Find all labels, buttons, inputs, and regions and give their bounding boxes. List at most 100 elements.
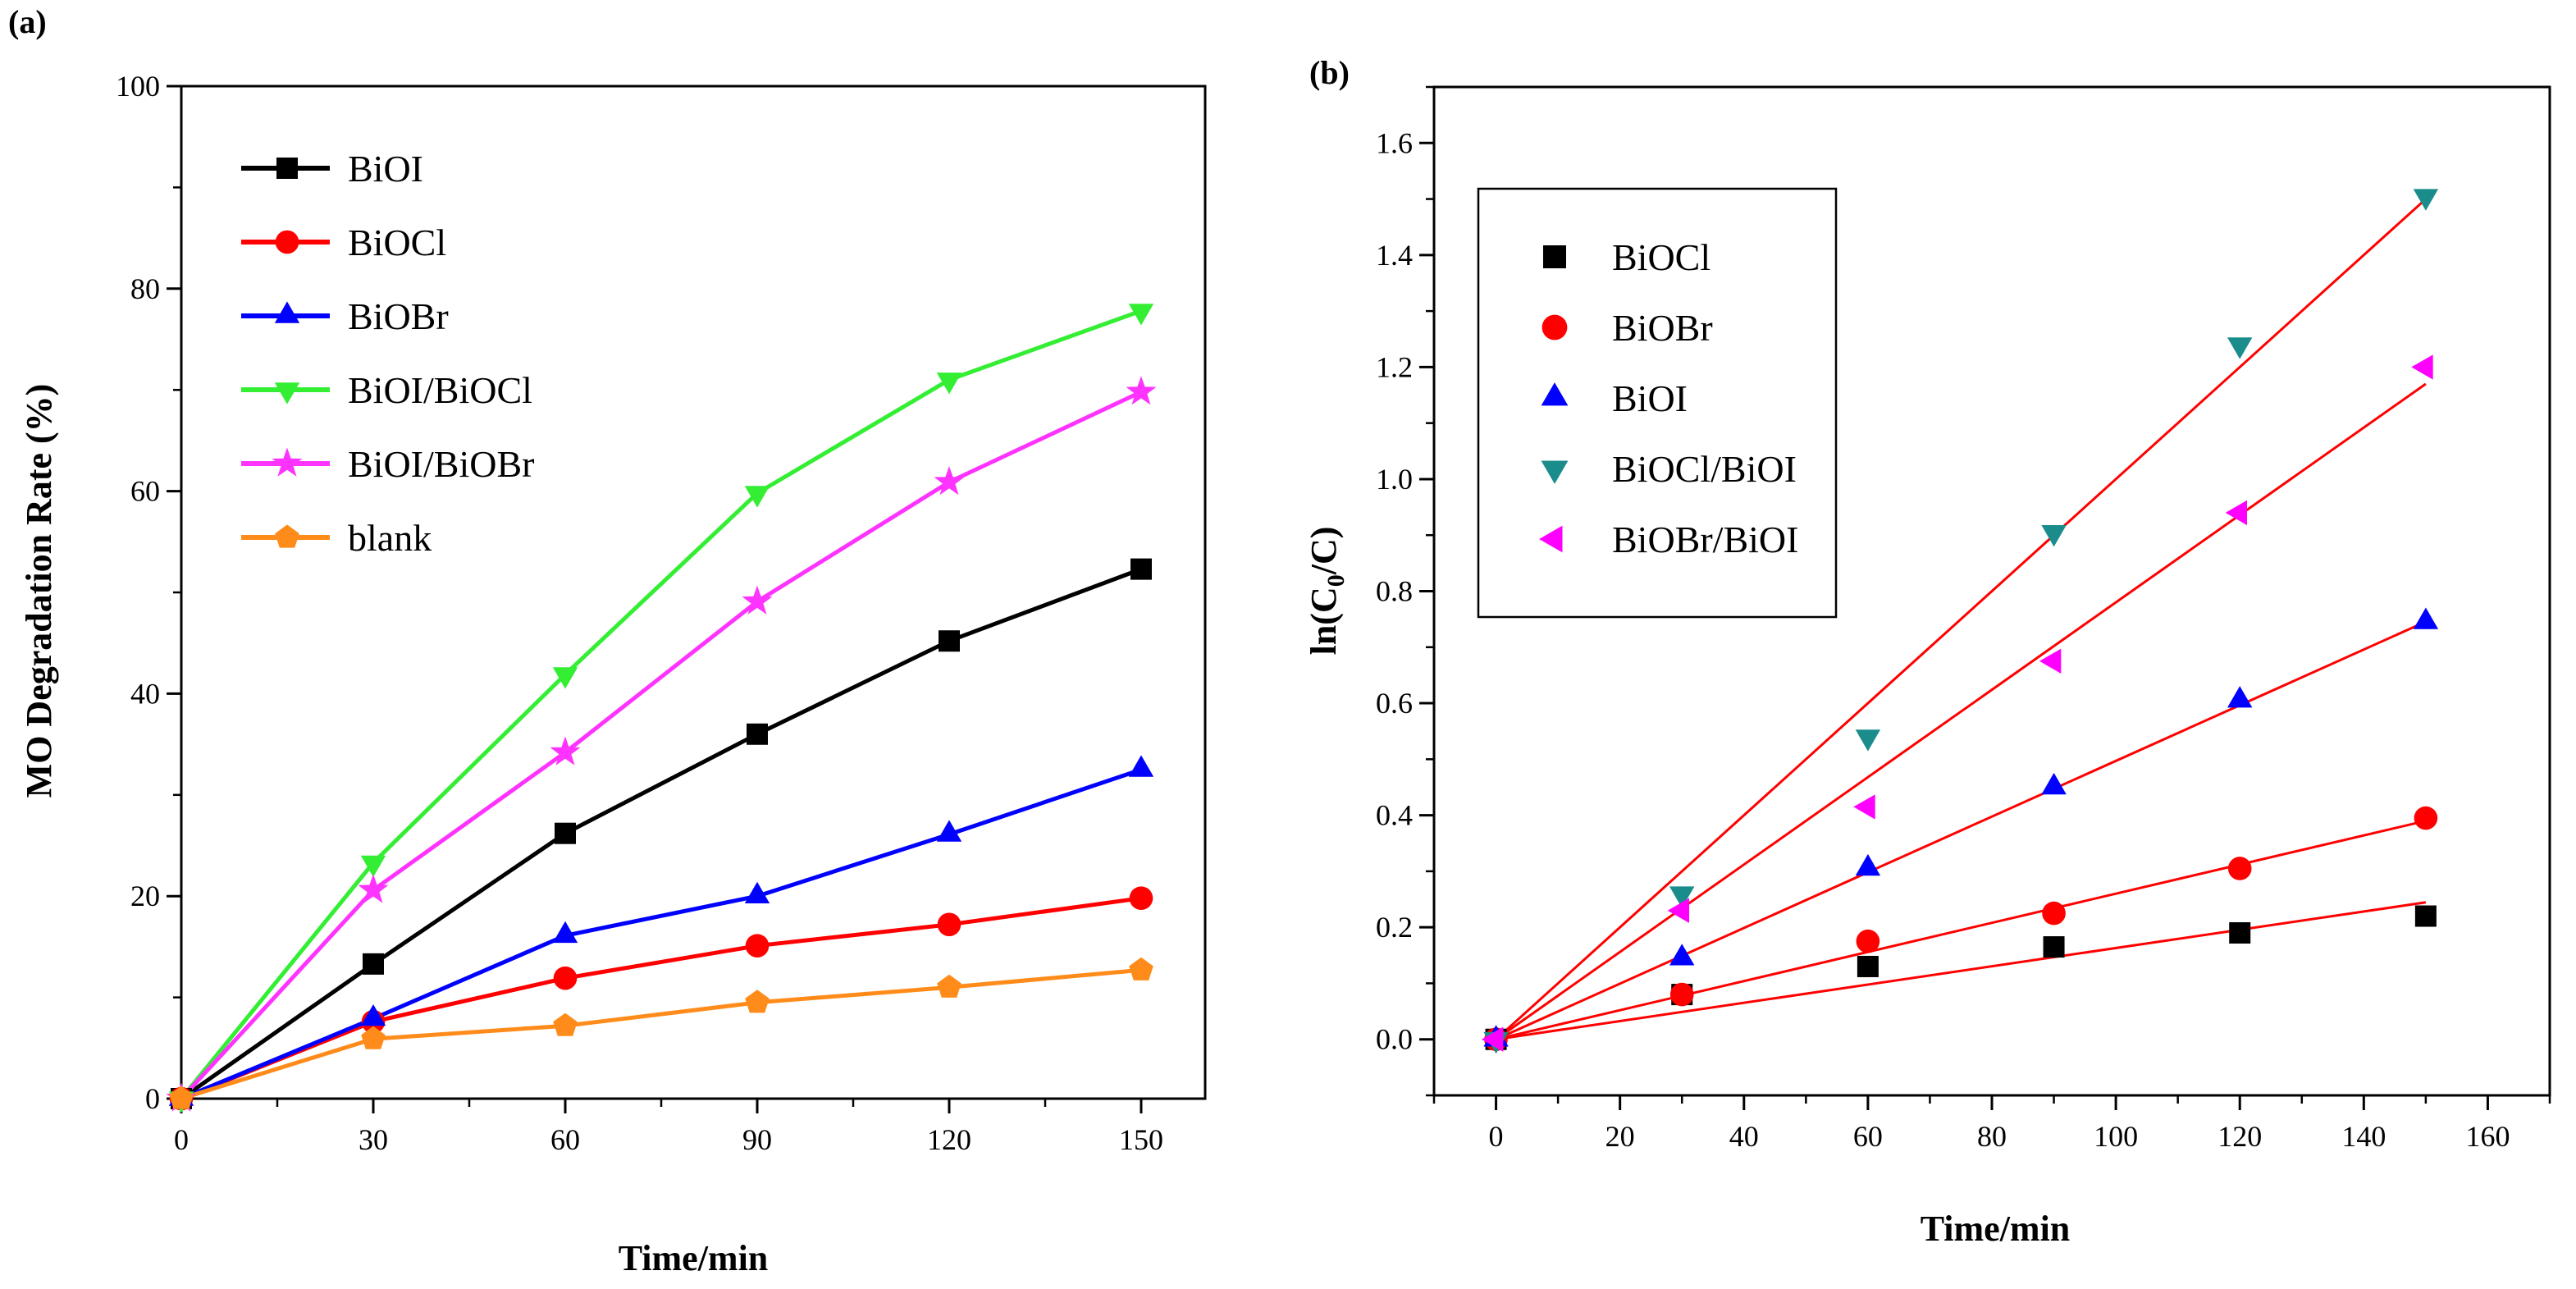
chart-b-point-biocl-bioi: [2041, 525, 2067, 547]
chart-b-point-bioi: [2227, 686, 2253, 708]
chart-a-legend-label-bioi-biocl: BiOI/BiOCl: [348, 369, 532, 411]
chart-a-legend-marker-bioi-biocl: [274, 382, 300, 405]
chart-a-y-tick-label: 80: [130, 272, 160, 305]
chart-a-legend-marker-blank: [275, 524, 299, 548]
chart-a-point-bioi-biocl: [552, 667, 578, 689]
chart-a-x-tick-label: 90: [742, 1123, 772, 1156]
chart-b-x-tick-label: 80: [1977, 1120, 2007, 1153]
chart-b-point-biocl-bioi: [1855, 729, 1881, 752]
chart-b-y-tick-label: 0.8: [1376, 575, 1413, 608]
chart-a-legend-label-bioi-biobr: BiOI/BiOBr: [348, 443, 534, 485]
chart-b-fit-line-bioi: [1495, 620, 2427, 1041]
chart-b-point-biocl: [2229, 921, 2251, 944]
chart-b-fit-line-biobr: [1496, 819, 2427, 1041]
chart-a-point-bioi: [747, 723, 768, 745]
chart-b-x-tick-label: 40: [1729, 1120, 1759, 1153]
chart-b-y-tick-label: 1.4: [1376, 239, 1413, 272]
chart-b-point-biobr: [1856, 929, 1880, 953]
chart-a-series-line-blank: [180, 967, 1142, 1101]
chart-a-series-line-bioi-biocl: [180, 309, 1142, 1100]
chart-b-legend-box: [1477, 187, 1838, 619]
chart-a-point-biocl: [745, 934, 770, 958]
chart-a-point-bioi-biobr: [358, 874, 389, 903]
chart-b-legend-marker-biocl: [1543, 245, 1566, 268]
chart-a-ticks: [167, 85, 1143, 1113]
chart-b-legend: BiOCl BiOBr BiOI BiOCl/BiOI BiOBr/BiOI: [1539, 236, 1798, 560]
chart-a-point-blank: [169, 1086, 194, 1109]
chart-a-series-line-biocl: [180, 896, 1142, 1101]
chart-a-plot-frame: [180, 85, 1207, 1100]
chart-b-y-tick-label: 1.0: [1376, 463, 1413, 496]
chart-b-x-tick-label: 0: [1489, 1120, 1504, 1153]
chart-a-point-biobr: [1128, 755, 1154, 777]
chart-a-y-tick-label: 20: [130, 880, 160, 912]
chart-b-legend-label-biocl: BiOCl: [1612, 236, 1710, 278]
chart-b-point-biocl: [2414, 905, 2437, 927]
chart-a-x-tick-label: 150: [1119, 1123, 1163, 1156]
chart-a-point-blank: [937, 974, 961, 998]
chart-b-y-axis-title: ln(C0/C): [1304, 527, 1350, 656]
chart-b-fit-line-biocl-bioi: [1495, 198, 2427, 1040]
chart-a-point-bioi-biobr: [1126, 376, 1157, 405]
chart-a-y-axis-title: MO Degradation Rate (%): [19, 384, 59, 798]
chart-a-point-bioi: [1130, 558, 1152, 580]
chart-b-y-axis-title-sub: 0: [1322, 574, 1350, 587]
chart-b-x-tick-label: 120: [2217, 1120, 2262, 1153]
chart-b-point-biobr: [2227, 857, 2252, 880]
chart-b-y-tick-label: 1.6: [1376, 126, 1413, 159]
chart-a-point-blank: [553, 1012, 578, 1036]
chart-b-point-biocl: [1857, 955, 1879, 977]
chart-a-point-bioi-biobr: [742, 585, 773, 615]
chart-b-point-bioi: [1669, 944, 1695, 966]
chart-a-point-bioi-biocl: [744, 486, 770, 508]
chart-b-point-biobr-bioi: [2039, 648, 2062, 674]
chart-b-x-tick-label: 160: [2465, 1120, 2510, 1153]
chart-b-legend-label-biobr: BiOBr: [1612, 307, 1713, 349]
chart-a-point-blank: [745, 990, 770, 1013]
chart-b-point-biocl: [2043, 936, 2065, 958]
chart-a-legend-label-biocl: BiOCl: [348, 222, 446, 263]
chart-b-point-biobr-bioi: [2411, 354, 2433, 380]
chart-a-point-bioi-biobr: [934, 466, 965, 496]
chart-a-legend-marker-biocl: [275, 230, 299, 254]
chart-b-legend-marker-biocl-bioi: [1541, 460, 1569, 484]
chart-b-point-biocl-bioi: [1669, 886, 1695, 908]
chart-a-point-biocl: [553, 966, 578, 990]
chart-a-series-line-bioi: [180, 567, 1142, 1101]
chart-a-point-biobr: [744, 881, 770, 903]
chart-a-x-tick-label: 30: [359, 1123, 388, 1156]
chart-a-point-biobr: [936, 820, 962, 842]
chart-a-x-tick-label: 120: [927, 1123, 971, 1156]
chart-a-legend: BiOI BiOCl BiOBr BiOI/BiOCl BiOI/BiOBr blank: [241, 148, 534, 559]
chart-a-y-tick-label: 60: [130, 475, 160, 508]
chart-b-tick-labels: 0 20 40 60 80 100 120 140 160 0.0 0.2 0.4 0.6 0.8 1.0 1…: [1376, 126, 2510, 1153]
chart-a-y-tick-label: 0: [145, 1082, 160, 1115]
chart-a-legend-marker-bioi-biobr: [272, 447, 303, 477]
chart-b-point-biobr: [2042, 901, 2066, 926]
chart-b-point-biobr-bioi: [1667, 898, 1689, 923]
chart-b-fit-lines: [1495, 198, 2427, 1041]
chart-b-legend-marker-bioi: [1541, 382, 1569, 406]
chart-a-legend-marker-bioi: [276, 158, 298, 179]
chart-a-point-bioi-biobr: [550, 736, 581, 766]
chart-b-point-biobr-bioi: [2225, 500, 2247, 526]
chart-a-series-markers: [166, 304, 1157, 1113]
chart-b: (b) 0 20 40 60 80 100 120 140 160 0.0 0.2 0.4 0.6 0.8…: [1304, 54, 2551, 1249]
chart-a-point-bioi: [363, 953, 384, 975]
chart-a-point-blank: [361, 1026, 386, 1049]
chart-b-point-biobr-bioi: [1853, 794, 1875, 820]
chart-b-point-bioi: [1855, 853, 1881, 876]
chart-b-legend-marker-biobr-bioi: [1539, 525, 1563, 553]
chart-b-point-bioi: [2041, 772, 2067, 795]
chart-a-point-biocl: [937, 912, 961, 937]
chart-b-x-tick-label: 60: [1853, 1120, 1883, 1153]
chart-b-legend-marker-biobr: [1541, 314, 1568, 341]
chart-b-fit-line-biobr-bioi: [1495, 382, 2427, 1040]
chart-a-point-bioi: [555, 822, 576, 844]
chart-b-x-tick-label: 100: [2094, 1120, 2138, 1153]
chart-a-legend-label-biobr: BiOBr: [348, 295, 449, 337]
chart-a-tick-labels: 0 30 60 90 120 150 0 20 40 60 80 100: [116, 70, 1163, 1156]
chart-b-legend-label-bioi: BiOI: [1612, 377, 1688, 419]
